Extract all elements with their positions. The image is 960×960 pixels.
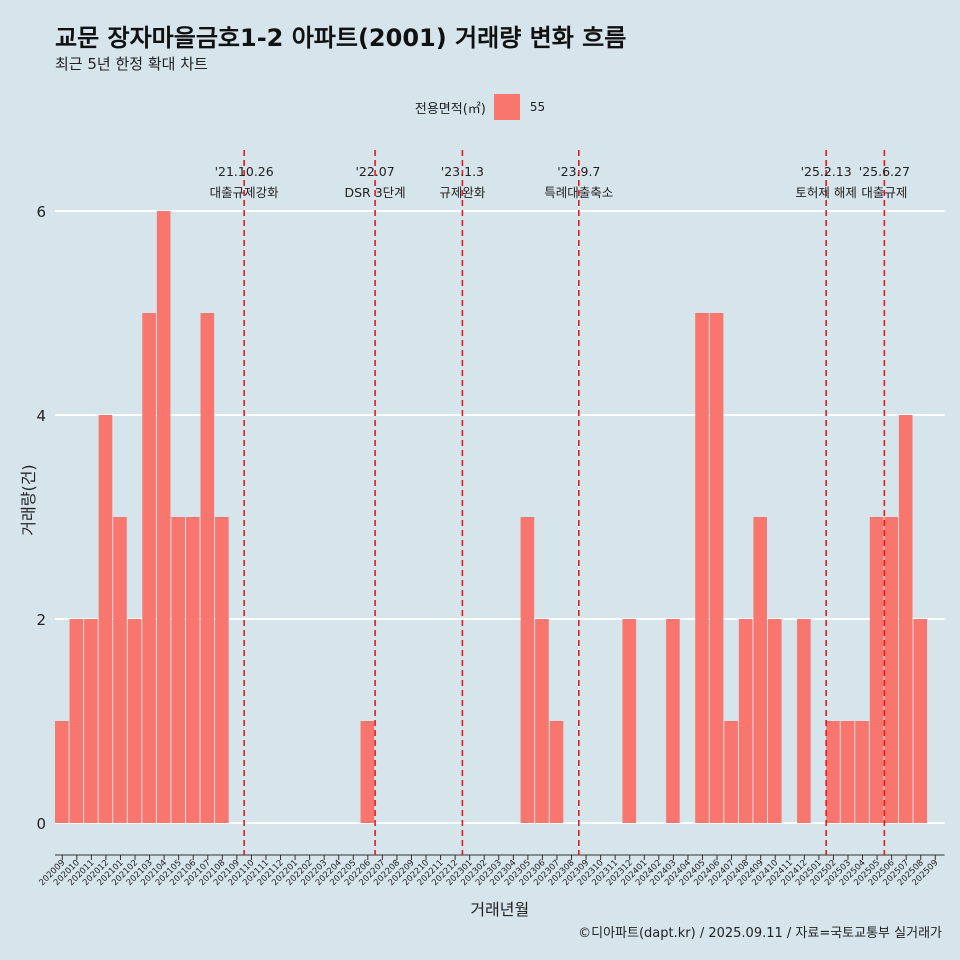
bar bbox=[884, 517, 898, 823]
bar bbox=[826, 721, 840, 823]
x-axis-title: 거래년월 bbox=[470, 900, 529, 919]
bar bbox=[69, 619, 84, 823]
event-label: 특례대출축소 bbox=[544, 185, 613, 200]
bar bbox=[55, 721, 69, 823]
bar bbox=[185, 517, 200, 823]
event-date-label: '21.10.26 bbox=[215, 164, 274, 179]
bar bbox=[840, 721, 855, 823]
legend: 전용면적(㎡) 55 bbox=[0, 94, 960, 120]
source-caption: ©디아파트(dapt.kr) / 2025.09.11 / 자료=국토교통부 실… bbox=[578, 926, 942, 941]
event-date-label: '25.6.27 bbox=[859, 164, 910, 179]
bar bbox=[113, 517, 127, 823]
event-date-label: '23.1.3 bbox=[441, 164, 484, 179]
bar bbox=[855, 721, 869, 823]
event-label: 대출규제 bbox=[861, 185, 907, 200]
bar bbox=[913, 619, 928, 823]
bar bbox=[156, 211, 171, 823]
bar bbox=[724, 721, 738, 823]
chart-title: 교문 장자마을금호1-2 아파트(2001) 거래량 변화 흐름 bbox=[55, 24, 627, 52]
event-date-label: '23.9.7 bbox=[557, 164, 600, 179]
bar bbox=[535, 619, 549, 823]
bar bbox=[84, 619, 98, 823]
bar bbox=[520, 517, 535, 823]
bar bbox=[709, 313, 724, 823]
bar bbox=[215, 517, 229, 823]
bar bbox=[200, 313, 215, 823]
bar bbox=[622, 619, 637, 823]
legend-swatch bbox=[493, 94, 520, 120]
bar bbox=[738, 619, 753, 823]
bar bbox=[171, 517, 185, 823]
y-tick-label: 2 bbox=[36, 611, 46, 629]
bar bbox=[98, 415, 113, 823]
event-label: DSR 3단계 bbox=[345, 185, 406, 200]
bar bbox=[869, 517, 884, 823]
bar bbox=[666, 619, 680, 823]
y-axis-title: 거래량(건) bbox=[19, 464, 38, 535]
bar bbox=[898, 415, 913, 823]
bar bbox=[549, 721, 564, 823]
bar bbox=[695, 313, 709, 823]
bar bbox=[142, 313, 156, 823]
event-label: 토허제 해제 bbox=[795, 185, 856, 200]
bar bbox=[797, 619, 811, 823]
legend-title: 전용면적(㎡) bbox=[414, 101, 486, 117]
y-tick-label: 6 bbox=[36, 203, 46, 221]
chart-subtitle: 최근 5년 한정 확대 차트 bbox=[55, 55, 208, 73]
event-label: 대출규제강화 bbox=[210, 185, 280, 200]
bar bbox=[127, 619, 142, 823]
bar bbox=[767, 619, 782, 823]
y-tick-label: 4 bbox=[36, 407, 46, 425]
event-date-label: '25.2.13 bbox=[801, 164, 852, 179]
y-tick-label: 0 bbox=[36, 815, 46, 833]
legend-label: 55 bbox=[529, 100, 546, 114]
event-label: 규제완화 bbox=[439, 185, 486, 200]
bar bbox=[360, 721, 375, 823]
bar bbox=[753, 517, 767, 823]
event-date-label: '22.07 bbox=[355, 164, 394, 179]
